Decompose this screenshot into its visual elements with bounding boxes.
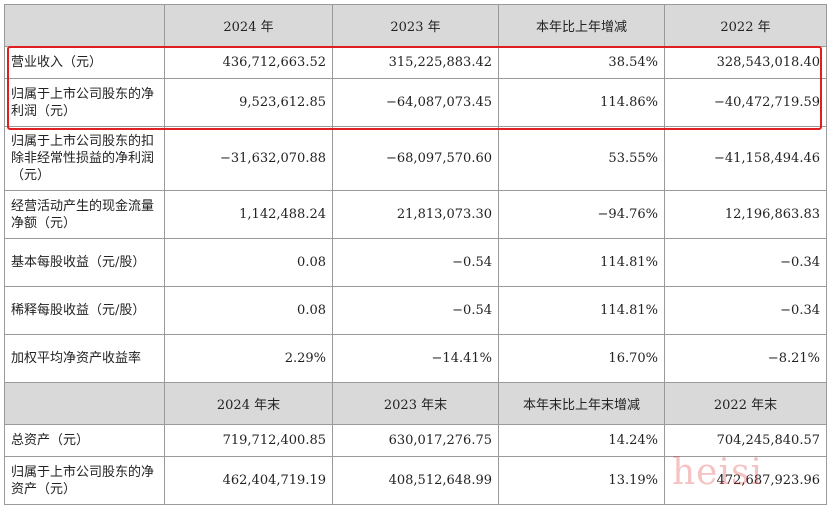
row-label: 经营活动产生的现金流量净额（元） (4, 190, 165, 239)
cell-value: 630,017,276.75 (332, 424, 499, 457)
cell-value: 719,712,400.85 (164, 424, 333, 457)
row-label: 归属于上市公司股东的净利润（元） (4, 78, 165, 127)
row-label: 基本每股收益（元/股） (4, 238, 165, 287)
financial-summary-table: 2024 年 2023 年 本年比上年增减 2022 年 营业收入（元） 436… (4, 4, 827, 505)
header-cell: 2024 年 (164, 4, 333, 47)
table-row: 归属于上市公司股东的净利润（元） 9,523,612.85 −64,087,07… (4, 78, 827, 127)
cell-value: 436,712,663.52 (164, 46, 333, 79)
cell-value: −8.21% (664, 334, 827, 383)
cell-value: 16.70% (498, 334, 665, 383)
cell-value: −14.41% (332, 334, 499, 383)
row-label: 归属于上市公司股东的净资产（元） (4, 456, 165, 505)
cell-value: 704,245,840.57 (664, 424, 827, 457)
cell-value: 0.08 (164, 238, 333, 287)
cell-value: 2.29% (164, 334, 333, 383)
cell-value: −40,472,719.59 (664, 78, 827, 127)
table-row: 总资产（元） 719,712,400.85 630,017,276.75 14.… (4, 424, 827, 457)
cell-value: 0.08 (164, 286, 333, 335)
cell-value: −0.34 (664, 286, 827, 335)
header-cell: 2023 年 (332, 4, 499, 47)
cell-value: 462,404,719.19 (164, 456, 333, 505)
table-row: 营业收入（元） 436,712,663.52 315,225,883.42 38… (4, 46, 827, 79)
header-cell: 2023 年末 (332, 382, 499, 425)
header-cell: 本年末比上年末增减 (498, 382, 665, 425)
header-cell (4, 4, 165, 47)
cell-value: 408,512,648.99 (332, 456, 499, 505)
header-cell: 本年比上年增减 (498, 4, 665, 47)
cell-value: 21,813,073.30 (332, 190, 499, 239)
table-row: 归属于上市公司股东的净资产（元） 462,404,719.19 408,512,… (4, 456, 827, 505)
cell-value: 12,196,863.83 (664, 190, 827, 239)
cell-value: −68,097,570.60 (332, 126, 499, 191)
table-row: 经营活动产生的现金流量净额（元） 1,142,488.24 21,813,073… (4, 190, 827, 239)
cell-value: −41,158,494.46 (664, 126, 827, 191)
cell-value: 1,142,488.24 (164, 190, 333, 239)
cell-value: −31,632,070.88 (164, 126, 333, 191)
cell-value: 114.86% (498, 78, 665, 127)
cell-value: −94.76% (498, 190, 665, 239)
cell-value: 114.81% (498, 238, 665, 287)
table-row: 基本每股收益（元/股） 0.08 −0.54 114.81% −0.34 (4, 238, 827, 287)
cell-value: −0.54 (332, 238, 499, 287)
header-cell: 2024 年末 (164, 382, 333, 425)
cell-value: 38.54% (498, 46, 665, 79)
cell-value: 13.19% (498, 456, 665, 505)
cell-value: 315,225,883.42 (332, 46, 499, 79)
table-row: 稀释每股收益（元/股） 0.08 −0.54 114.81% −0.34 (4, 286, 827, 335)
row-label: 总资产（元） (4, 424, 165, 457)
header-row-year-end: 2024 年末 2023 年末 本年末比上年末增减 2022 年末 (4, 382, 827, 425)
header-row-years: 2024 年 2023 年 本年比上年增减 2022 年 (4, 4, 827, 47)
cell-value: 328,543,018.40 (664, 46, 827, 79)
table-row: 加权平均净资产收益率 2.29% −14.41% 16.70% −8.21% (4, 334, 827, 383)
cell-value: 9,523,612.85 (164, 78, 333, 127)
header-cell: 2022 年 (664, 4, 827, 47)
cell-value: −64,087,073.45 (332, 78, 499, 127)
cell-value: −0.54 (332, 286, 499, 335)
cell-value: 53.55% (498, 126, 665, 191)
cell-value: 114.81% (498, 286, 665, 335)
row-label: 加权平均净资产收益率 (4, 334, 165, 383)
header-cell (4, 382, 165, 425)
cell-value: −0.34 (664, 238, 827, 287)
row-label: 稀释每股收益（元/股） (4, 286, 165, 335)
cell-value: 472,687,923.96 (664, 456, 827, 505)
row-label: 归属于上市公司股东的扣除非经常性损益的净利润（元） (4, 126, 165, 191)
cell-value: 14.24% (498, 424, 665, 457)
header-cell: 2022 年末 (664, 382, 827, 425)
row-label: 营业收入（元） (4, 46, 165, 79)
table-row: 归属于上市公司股东的扣除非经常性损益的净利润（元） −31,632,070.88… (4, 126, 827, 191)
